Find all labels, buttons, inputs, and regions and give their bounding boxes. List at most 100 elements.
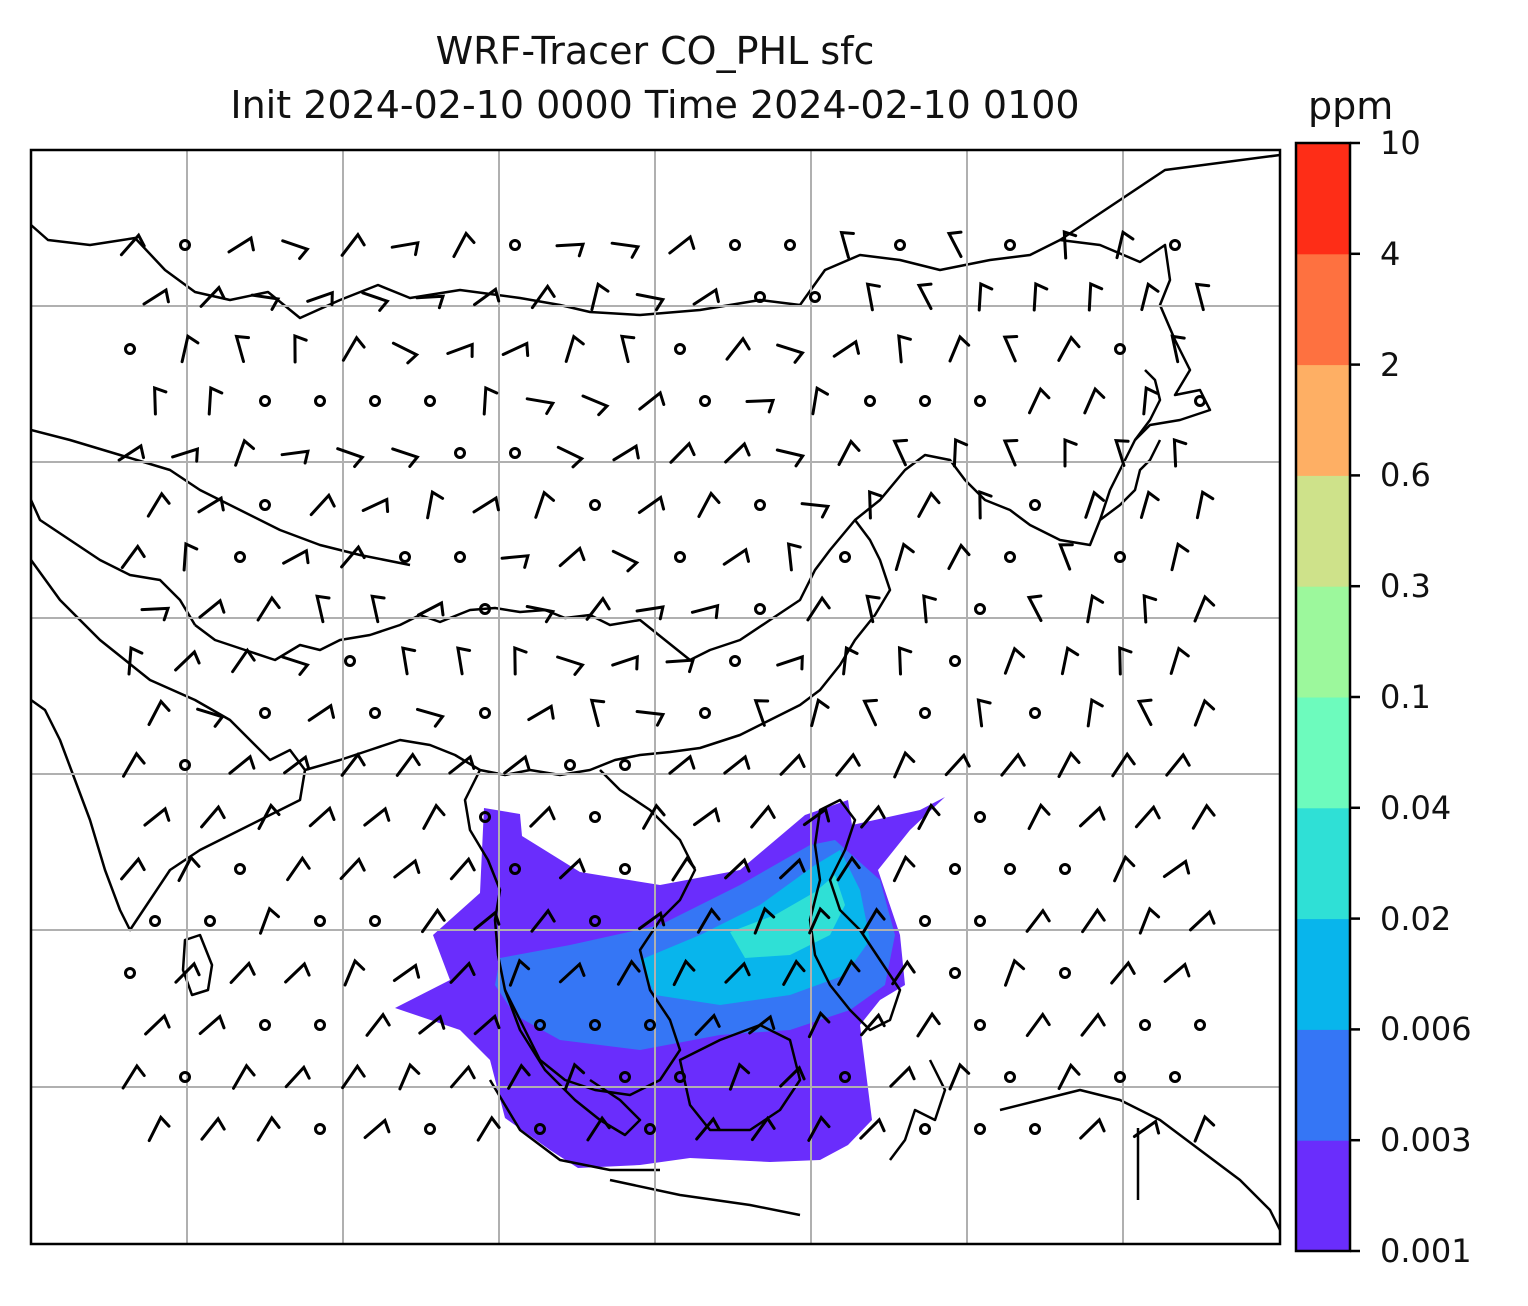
wind-barb <box>120 543 146 569</box>
coastlines <box>31 153 1280 1231</box>
calm-wind-marker <box>424 395 436 407</box>
wind-barb <box>745 398 776 414</box>
wind-barb <box>868 489 883 520</box>
wind-barb <box>1002 335 1019 363</box>
calm-wind-marker <box>124 343 136 355</box>
calm-wind-marker <box>619 1071 631 1083</box>
wind-barb <box>286 855 311 882</box>
wind-barb <box>837 438 861 466</box>
calm-wind-marker <box>949 863 961 875</box>
wind-barb <box>1194 282 1211 312</box>
wind-barb <box>472 495 500 514</box>
wind-barb <box>426 489 445 520</box>
calm-wind-marker <box>509 863 521 875</box>
wind-barb <box>808 906 831 935</box>
calm-wind-marker <box>974 1019 986 1031</box>
wind-barb <box>415 294 446 310</box>
wind-barb <box>259 906 280 935</box>
wind-barb <box>147 1114 171 1143</box>
calm-wind-marker <box>454 447 466 459</box>
wind-barb <box>750 1115 776 1142</box>
wind-barb <box>802 806 831 827</box>
calm-wind-marker <box>839 551 851 563</box>
wind-barb <box>200 1116 226 1141</box>
wind-barb <box>174 961 201 984</box>
colorbar-segment <box>1296 918 1350 1030</box>
colorbar-segment <box>1296 807 1350 920</box>
wind-barb <box>776 654 804 671</box>
calm-wind-marker <box>564 759 576 771</box>
wind-barb <box>456 646 472 676</box>
wind-barb <box>1189 909 1216 932</box>
wind-barb <box>775 448 806 468</box>
wind-barb <box>889 1065 916 1088</box>
calm-wind-marker <box>589 811 601 823</box>
wind-barb <box>585 596 611 621</box>
calm-wind-marker <box>369 915 381 927</box>
wind-barb <box>1162 859 1191 878</box>
calm-wind-marker <box>754 603 766 615</box>
wind-barb <box>948 1062 971 1091</box>
wind-barb <box>473 1013 501 1036</box>
wind-barb <box>308 805 336 828</box>
wind-barb <box>892 854 916 883</box>
calm-wind-marker <box>424 1123 436 1135</box>
calm-wind-marker <box>1029 707 1041 719</box>
wind-barb <box>612 443 640 462</box>
wind-barb <box>1136 698 1153 727</box>
wind-barb <box>558 545 586 568</box>
calm-wind-marker <box>674 1071 686 1083</box>
wind-barb <box>922 594 937 624</box>
wind-barb <box>182 541 199 572</box>
wind-barb <box>556 655 585 676</box>
calm-wind-marker <box>974 915 986 927</box>
coast-new-guinea <box>999 1088 1280 1231</box>
coast-east-asia <box>1059 153 1280 242</box>
wind-barb <box>207 385 224 416</box>
wind-barb <box>555 242 586 258</box>
wind-barb <box>611 654 639 671</box>
wind-barb <box>944 752 971 777</box>
wind-barb <box>669 441 696 464</box>
wind-barb <box>450 1064 476 1089</box>
wind-barb <box>806 595 831 622</box>
wind-barb <box>860 1012 886 1037</box>
wind-barb <box>1079 1117 1106 1140</box>
wind-barb <box>694 1012 721 1036</box>
wind-barb <box>668 234 696 255</box>
colorbar-tick-label: 2 <box>1380 345 1401 384</box>
wind-barb <box>1111 751 1136 778</box>
wind-barb <box>365 1012 391 1037</box>
wind-barb <box>776 343 805 364</box>
calm-wind-marker <box>314 1019 326 1031</box>
wind-barb <box>530 908 556 933</box>
wind-barb <box>1081 907 1106 934</box>
wind-barb <box>422 802 446 830</box>
wind-barb <box>724 441 751 464</box>
calm-wind-marker <box>509 239 521 251</box>
wind-barb <box>696 907 721 934</box>
coast-sumatra <box>488 1079 660 1172</box>
wind-barb <box>341 1063 366 1090</box>
wind-barb <box>234 334 250 363</box>
wind-barb <box>835 752 861 777</box>
calm-wind-marker <box>1059 863 1071 875</box>
calm-wind-marker <box>919 915 931 927</box>
calm-wind-marker <box>784 239 796 251</box>
calm-wind-marker <box>1114 551 1126 563</box>
wind-barb <box>865 594 881 624</box>
calm-wind-marker <box>974 603 986 615</box>
wind-barb <box>234 438 255 467</box>
wind-barb <box>228 754 256 775</box>
wind-barb <box>127 645 144 676</box>
calm-wind-marker <box>1114 343 1126 355</box>
wind-barb <box>174 649 201 672</box>
wind-barb <box>1032 281 1049 312</box>
wind-barb <box>153 385 168 416</box>
wind-barb <box>392 963 421 982</box>
wind-barb <box>861 907 886 934</box>
wind-barb <box>892 438 909 467</box>
wind-barb <box>1086 593 1105 624</box>
wind-barb <box>177 854 201 882</box>
wind-barb <box>525 397 556 415</box>
